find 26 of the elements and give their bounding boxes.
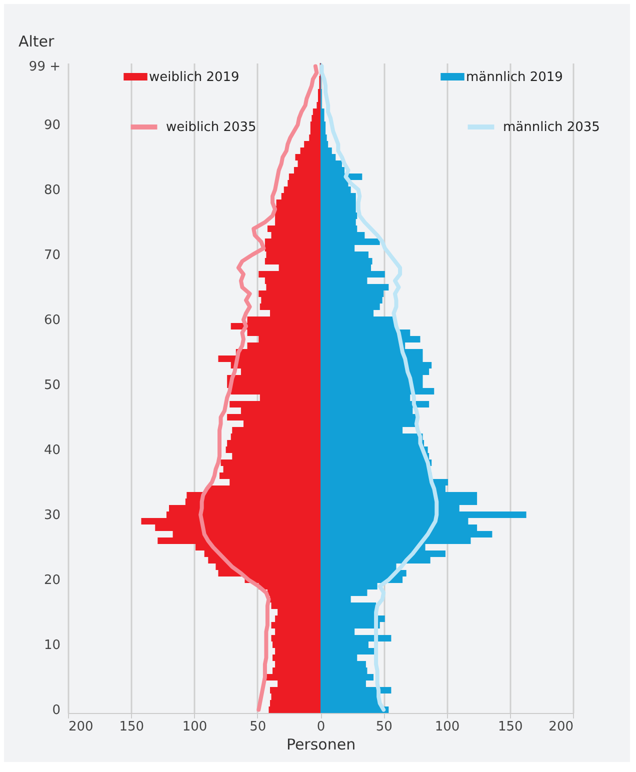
x-tick-label: 200 (68, 720, 94, 734)
x-axis-title: Personen (286, 736, 356, 754)
y-tick-label: 60 (44, 312, 60, 328)
y-tick-label: 40 (44, 442, 60, 458)
y-tick-label: 70 (44, 248, 60, 263)
legend-label: weiblich 2019 (149, 70, 240, 85)
x-tick-label: 50 (376, 720, 392, 734)
legend-label: weiblich 2035 (166, 120, 256, 135)
legend-label: männlich 2019 (466, 70, 563, 85)
y-axis-title: Alter (18, 32, 56, 50)
y-tick-label: 0 (52, 702, 60, 718)
y-tick-label: 20 (44, 572, 60, 588)
x-tick-label: 50 (250, 720, 266, 734)
x-tick-label: 100 (434, 720, 460, 734)
y-tick-label: 10 (44, 638, 60, 653)
y-tick-label: 30 (44, 508, 60, 523)
x-tick-label: 200 (548, 720, 574, 734)
x-tick-label: 150 (498, 720, 523, 734)
y-tick-label: 90 (44, 118, 60, 133)
legend-label: männlich 2035 (503, 120, 600, 135)
y-tick-label: 80 (44, 182, 60, 198)
x-tick-label: 0 (316, 720, 326, 734)
y-tick-label: 99 + (28, 59, 60, 74)
y-tick-label: 50 (44, 378, 60, 393)
x-tick-label: 150 (119, 720, 144, 734)
x-tick-label: 100 (182, 720, 208, 734)
